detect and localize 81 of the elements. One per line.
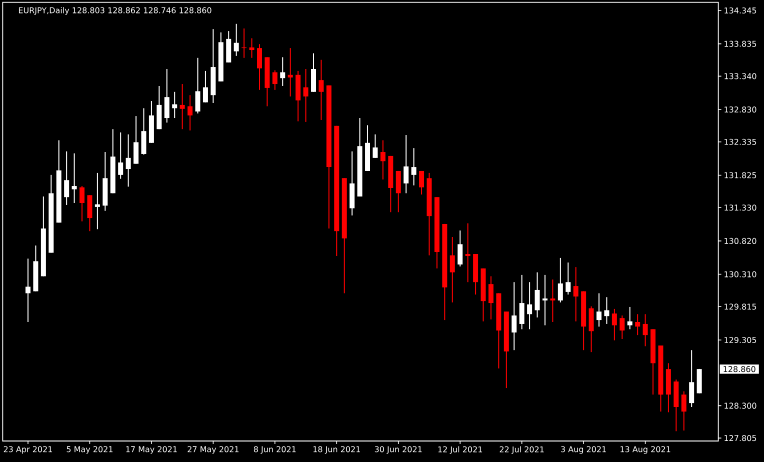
x-tick-label: 27 May 2021 (188, 446, 239, 454)
text: 128.860 (724, 366, 756, 372)
candlestick (411, 148, 416, 186)
candlestick (550, 279, 556, 323)
candlestick (465, 222, 470, 283)
candlestick (596, 292, 602, 328)
y-tick-label: 133.340 (724, 73, 756, 80)
candlestick (87, 194, 92, 232)
y-tick-label: 128.300 (724, 402, 756, 409)
candlestick (26, 258, 30, 323)
candlestick (311, 52, 316, 92)
candlestick (612, 308, 617, 341)
candlestick (164, 68, 170, 124)
y-tick-label: 132.830 (724, 106, 756, 113)
candlestick (372, 134, 378, 158)
candlestick (172, 91, 178, 119)
candlestick (134, 116, 139, 164)
candlestick (527, 282, 532, 330)
y-tick-label: 129.305 (724, 336, 756, 344)
candlestick (534, 272, 540, 318)
candlestick (318, 59, 324, 120)
y-tick-label: 130.310 (724, 271, 756, 278)
candlestick (272, 70, 278, 90)
x-tick-label: 30 Jun 2021 (374, 446, 422, 454)
y-tick-label: 131.825 (724, 172, 756, 178)
candlestick (288, 48, 293, 97)
candlestick (380, 140, 386, 180)
y-tick-label: 133.835 (724, 40, 756, 47)
y-tick-label: 127.805 (724, 435, 756, 442)
y-tick-label: 132.335 (724, 138, 756, 145)
candlestick (542, 274, 548, 326)
candlestick (620, 314, 625, 340)
candlestick (566, 262, 571, 296)
y-tick-label: 129.815 (724, 304, 756, 310)
x-tick-label: 22 Jul 2021 (500, 446, 544, 454)
candlestick (249, 38, 254, 58)
x-tick-label: 12 Jul 2021 (438, 446, 482, 454)
candlestick (126, 134, 131, 188)
candlestick (450, 236, 455, 303)
candlestick (404, 134, 409, 194)
candlestick (627, 306, 632, 330)
candlestick (64, 150, 70, 206)
candlestick (588, 306, 594, 353)
candlestick (512, 282, 517, 351)
candlestick (141, 108, 146, 156)
candlestick (256, 44, 262, 90)
candlestick (419, 170, 424, 196)
x-tick-label: 8 Jun 2021 (254, 446, 296, 454)
y-tick-label: 131.330 (724, 204, 756, 211)
candlestick (188, 94, 193, 131)
candlestick (195, 57, 200, 114)
candlestick (118, 132, 124, 180)
candlestick (226, 30, 232, 63)
candlestick (396, 170, 401, 213)
x-tick-label: 18 Jun 2021 (313, 446, 360, 454)
candlestick (202, 70, 208, 103)
candlestick (681, 390, 686, 432)
y-tick-label: 130.820 (724, 238, 756, 244)
y-tick-label: 134.345 (724, 7, 756, 14)
candlestick (280, 56, 286, 86)
candlestick (689, 350, 694, 408)
text: EURJPY,Daily 128.803 128.862 128.746 128.860 (18, 7, 212, 15)
x-tick-label: 5 May 2021 (66, 446, 113, 454)
candlestick (72, 152, 77, 204)
x-tick-label: 3 Aug 2021 (561, 446, 606, 454)
candlestick (303, 68, 308, 122)
candlestick (573, 266, 578, 322)
candlestick (234, 23, 239, 56)
candlestick (604, 296, 610, 324)
candlestick (458, 230, 463, 267)
x-tick-label: 17 May 2021 (126, 446, 177, 454)
x-tick-label: 13 Aug 2021 (620, 446, 670, 454)
candlestick (488, 276, 494, 320)
candlestick (635, 314, 640, 336)
x-tick-label: 23 Apr 2021 (4, 446, 52, 454)
candlestick (94, 172, 100, 230)
candlestick (519, 274, 524, 330)
candlestick (558, 257, 563, 303)
candlestick (642, 314, 648, 347)
candlestick (80, 186, 85, 222)
candlestick (180, 84, 185, 130)
